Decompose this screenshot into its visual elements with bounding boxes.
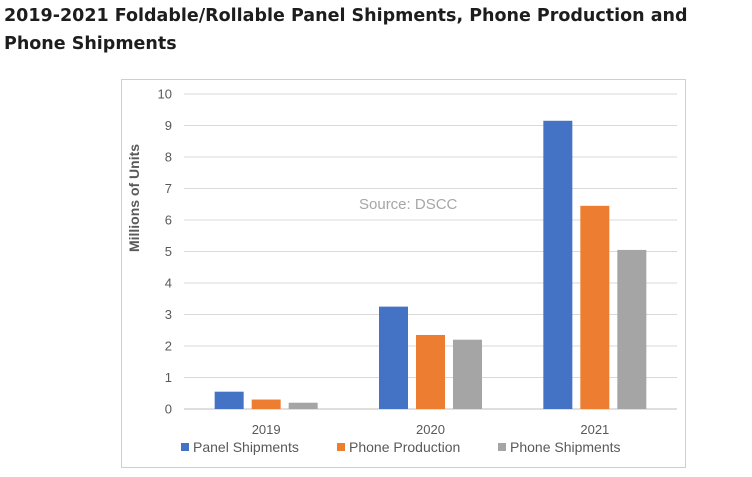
bars [214, 120, 647, 410]
source-annotation: Source: DSCC [359, 196, 458, 213]
y-tick-label: 6 [165, 213, 172, 228]
page-title: 2019-2021 Foldable/Rollable Panel Shipme… [4, 6, 688, 54]
x-axis: 2019 2020 2021 [252, 422, 610, 437]
legend: Panel Shipments Phone Production Phone Shi… [181, 439, 621, 455]
legend-label: Panel Shipments [193, 439, 299, 455]
legend-swatch [181, 443, 189, 451]
bar-phone-shipments-2019 [288, 402, 318, 409]
bar-phone-shipments-2020 [453, 339, 482, 409]
bar-phone-shipments-2021 [617, 249, 647, 409]
y-tick-label: 3 [165, 307, 172, 322]
bar-panel-shipments-2019 [214, 391, 244, 409]
x-tick-label: 2020 [416, 422, 445, 437]
y-axis: 0 1 2 3 4 5 6 7 8 9 10 [158, 87, 172, 417]
bar-chart: 0 1 2 3 4 5 6 7 8 9 10 2019 2020 2021 Millions of Un… [126, 87, 677, 455]
y-tick-label: 8 [165, 150, 172, 165]
bar-phone-production-2021 [580, 205, 610, 409]
legend-swatch [498, 443, 506, 451]
legend-label: Phone Production [349, 439, 460, 455]
legend-label: Phone Shipments [510, 439, 621, 455]
x-tick-label: 2019 [252, 422, 281, 437]
bar-panel-shipments-2020 [379, 306, 408, 409]
bar-phone-production-2019 [251, 399, 281, 409]
y-axis-title: Millions of Units [126, 144, 142, 252]
y-tick-label: 7 [165, 181, 172, 196]
legend-swatch [337, 443, 345, 451]
x-tick-label: 2021 [580, 422, 609, 437]
y-tick-label: 0 [165, 402, 172, 417]
bar-phone-production-2020 [416, 334, 445, 409]
y-tick-label: 2 [165, 339, 172, 354]
y-tick-label: 1 [165, 370, 172, 385]
bar-panel-shipments-2021 [543, 120, 573, 410]
y-tick-label: 4 [165, 276, 172, 291]
gridlines [184, 93, 677, 410]
y-tick-label: 9 [165, 118, 172, 133]
y-tick-label: 10 [158, 87, 172, 102]
y-tick-label: 5 [165, 244, 172, 259]
chart-frame: 0 1 2 3 4 5 6 7 8 9 10 2019 2020 2021 Millions of Un… [121, 79, 686, 468]
